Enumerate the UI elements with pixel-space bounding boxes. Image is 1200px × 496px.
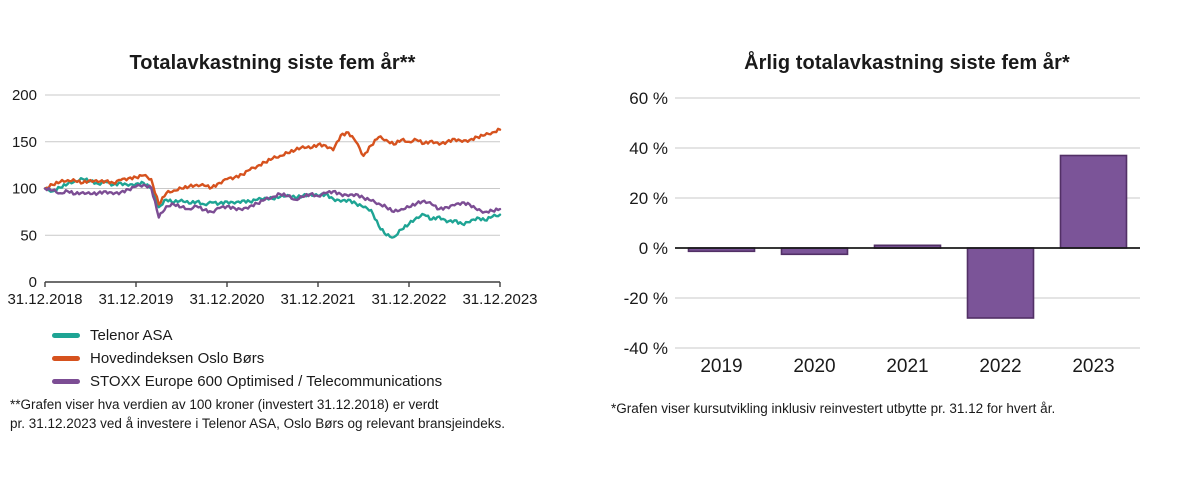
svg-text:31.12.2022: 31.12.2022 xyxy=(371,291,446,308)
svg-text:50: 50 xyxy=(20,227,37,244)
svg-text:-20 %: -20 % xyxy=(624,289,668,308)
svg-text:200: 200 xyxy=(12,87,37,104)
total-return-chart-title: Totalavkastning siste fem år** xyxy=(129,52,416,74)
total-return-footnote: **Grafen viser hva verdien av 100 kroner… xyxy=(10,395,505,433)
svg-text:0 %: 0 % xyxy=(639,239,668,258)
telenor-line-swatch xyxy=(52,333,80,338)
telenor-series-line xyxy=(43,177,502,239)
oslo-bors-series-line xyxy=(43,127,502,206)
telenor-line-label: Telenor ASA xyxy=(90,327,173,344)
svg-text:2023: 2023 xyxy=(1072,356,1114,377)
line-chart-legend: Telenor ASA Hovedindeksen Oslo Børs STOX… xyxy=(52,324,442,393)
stoxx-line-label: STOXX Europe 600 Optimised / Telecommuni… xyxy=(90,373,443,390)
legend-item-stoxx: STOXX Europe 600 Optimised / Telecommuni… xyxy=(52,370,442,393)
annual-return-bar-chart: 60 % 40 % 20 % 0 % -20 % -40 % 2019 2020 2021 202… xyxy=(624,89,1140,377)
annual-return-footnote: *Grafen viser kursutvikling inklusiv rei… xyxy=(611,401,1056,416)
svg-text:31.12.2019: 31.12.2019 xyxy=(98,291,173,308)
svg-text:31.12.2018: 31.12.2018 xyxy=(7,291,82,308)
svg-text:2020: 2020 xyxy=(793,356,835,377)
bar-2022 xyxy=(966,247,1035,319)
svg-text:2021: 2021 xyxy=(886,356,928,377)
svg-text:-40 %: -40 % xyxy=(624,339,668,358)
svg-text:150: 150 xyxy=(12,134,37,151)
oslo-bors-line-swatch xyxy=(52,356,80,361)
svg-text:31.12.2021: 31.12.2021 xyxy=(280,291,355,308)
svg-text:0: 0 xyxy=(29,274,37,291)
annual-return-chart-title: Årlig totalavkastning siste fem år* xyxy=(744,52,1070,74)
stoxx-line-swatch xyxy=(52,379,80,384)
svg-text:20 %: 20 % xyxy=(629,189,668,208)
bar-2023 xyxy=(1059,154,1128,249)
bar-2020 xyxy=(780,247,849,256)
legend-item-telenor: Telenor ASA xyxy=(52,324,442,347)
oslo-bors-line-label: Hovedindeksen Oslo Børs xyxy=(90,350,265,367)
legend-item-oslo-bors: Hovedindeksen Oslo Børs xyxy=(52,347,442,370)
svg-text:31.12.2023: 31.12.2023 xyxy=(462,291,537,308)
total-return-line-chart: 0 50 100 150 200 31.12.2018 31.12.2019 31.12.20… xyxy=(7,87,537,308)
svg-text:60 %: 60 % xyxy=(629,89,668,108)
stoxx-series-line xyxy=(43,183,502,219)
svg-text:2022: 2022 xyxy=(979,356,1021,377)
svg-text:31.12.2020: 31.12.2020 xyxy=(189,291,264,308)
total-return-footnote-line-1: **Grafen viser hva verdien av 100 kroner… xyxy=(10,397,439,412)
total-return-footnote-line-2: pr. 31.12.2023 ved å investere i Telenor… xyxy=(10,416,506,431)
svg-text:100: 100 xyxy=(12,181,37,198)
svg-text:40 %: 40 % xyxy=(629,139,668,158)
svg-text:2019: 2019 xyxy=(700,356,742,377)
